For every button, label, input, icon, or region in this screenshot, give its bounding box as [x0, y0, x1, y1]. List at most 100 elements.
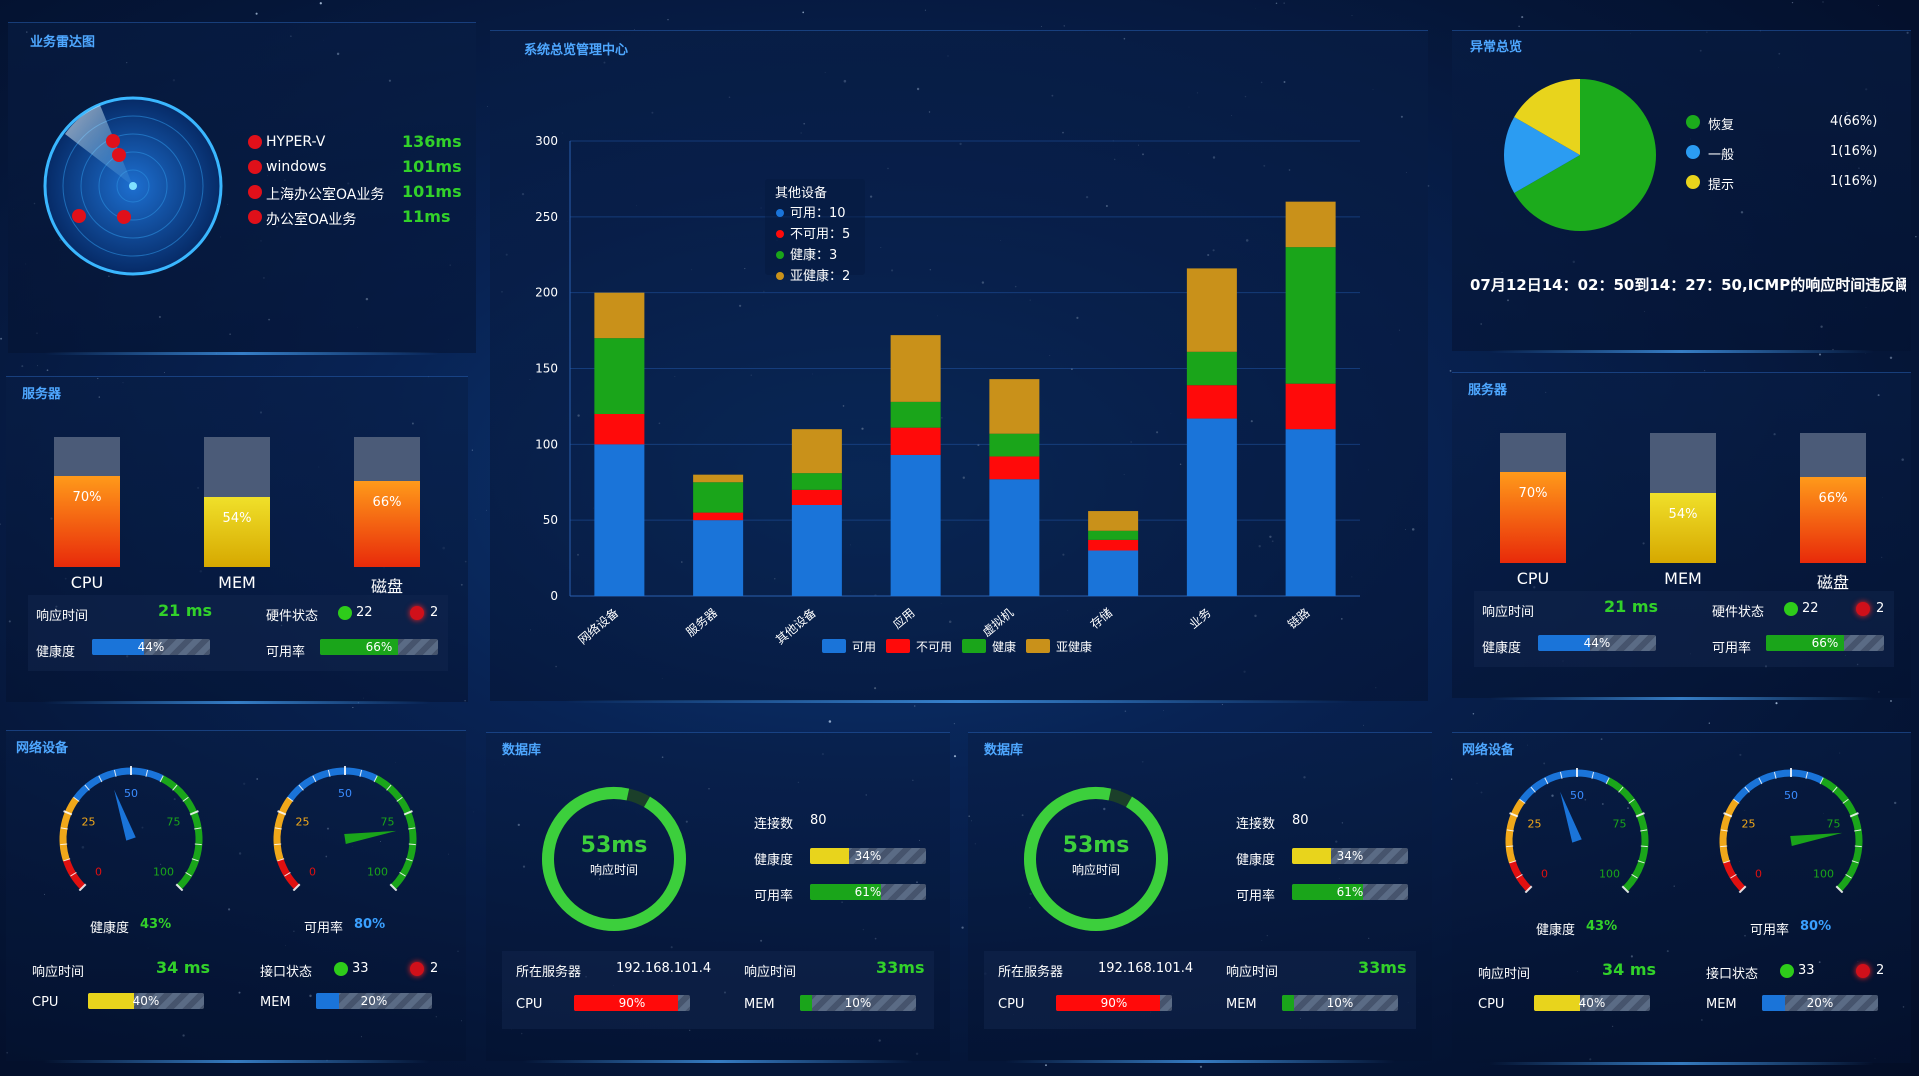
bar-segment[interactable] [1285, 247, 1336, 384]
bar-segment[interactable] [693, 520, 744, 596]
radar-item-value: 101ms [402, 157, 462, 176]
db-stats-box [984, 951, 1416, 1029]
mem-bar-text: 10% [844, 996, 872, 1010]
gauge-tick [408, 843, 416, 846]
mem-bar-fill [1762, 995, 1786, 1011]
gauge-tick [60, 843, 68, 846]
bar-segment[interactable] [693, 482, 744, 513]
legend-label[interactable]: 不可用 [916, 640, 952, 654]
server-label: 所在服务器 [516, 965, 582, 980]
availability-label: 可用率 [754, 889, 794, 904]
x-tick-label: 网络设备 [575, 605, 621, 647]
pie-slice[interactable] [1504, 117, 1580, 193]
x-tick-label: 业务 [1186, 605, 1214, 632]
legend-label[interactable]: 健康 [992, 639, 1016, 654]
bar-segment[interactable] [989, 379, 1040, 434]
bar-segment[interactable] [791, 505, 842, 596]
gauge-scale-label: 100 [1813, 868, 1834, 881]
bar-segment[interactable] [791, 489, 842, 505]
hardware-ok-count: 22 [356, 605, 373, 620]
bar-segment[interactable] [594, 292, 645, 339]
availability-bar-fill [810, 884, 881, 900]
star [1351, 15, 1353, 17]
gauge-tick [1720, 829, 1728, 832]
mem-bar-fill [1282, 995, 1294, 1011]
radar-item-name: 上海办公室OA业务 [266, 187, 385, 203]
bar-segment[interactable] [693, 474, 744, 483]
bar-segment[interactable] [594, 414, 645, 445]
radar-panel: 业务雷达图 HYPER-V 136ms windows 101ms 上海办公室OA业务 1… [8, 22, 476, 355]
pie-slice[interactable] [1514, 79, 1656, 231]
cpu-bar-fill [1534, 995, 1581, 1011]
pie-slice[interactable] [1514, 79, 1580, 155]
bar-segment[interactable] [594, 444, 645, 596]
availability-label: 可用率 [1236, 889, 1276, 904]
star [0, 523, 1, 525]
health-bar: 34% [810, 848, 926, 864]
radar-item-name: 办公室OA业务 [266, 212, 357, 228]
bar-segment[interactable] [693, 512, 744, 521]
bar-segment[interactable] [1088, 550, 1139, 597]
bar-segment[interactable] [1088, 530, 1139, 540]
status-ok-dot [1784, 602, 1798, 616]
response-time-value: 33ms [1358, 958, 1407, 977]
radar-item-value: 11ms [402, 207, 451, 226]
bar-segment[interactable] [890, 454, 941, 596]
bar-segment[interactable] [791, 429, 842, 474]
bar-segment[interactable] [890, 335, 941, 402]
legend-swatch[interactable] [1026, 639, 1050, 653]
bar-segment[interactable] [1088, 539, 1139, 551]
gauge-scale-label: 75 [1826, 817, 1840, 830]
bar-segment[interactable] [989, 479, 1040, 596]
cpu-bar-text: 90% [618, 996, 646, 1010]
server-stats-box [1474, 591, 1894, 667]
cpu-bar-text: 90% [1100, 996, 1128, 1010]
bar-segment[interactable] [890, 427, 941, 455]
legend-label[interactable]: 亚健康 [1056, 639, 1092, 654]
star [953, 723, 955, 725]
gauge-tick [185, 872, 192, 877]
tank-percent: 66% [372, 495, 402, 510]
hardware-status-label: 硬件状态 [1712, 605, 1765, 620]
health-bar-text: 34% [1336, 849, 1364, 863]
bar-segment[interactable] [1186, 418, 1237, 596]
mem-bar-fill [316, 993, 340, 1009]
bar-segment[interactable] [1186, 385, 1237, 419]
x-tick-label: 链路 [1285, 605, 1313, 632]
bar-segment[interactable] [1088, 511, 1139, 531]
bar-segment[interactable] [1186, 268, 1237, 352]
gauge-tick [1618, 786, 1624, 793]
cpu-bar: 40% [88, 993, 204, 1009]
bar-segment[interactable] [791, 473, 842, 490]
tank-percent: 66% [1818, 491, 1848, 506]
gauge-tick [1637, 860, 1645, 864]
legend-swatch[interactable] [886, 639, 910, 653]
legend-swatch[interactable] [822, 639, 846, 653]
gauge-tick [1842, 798, 1849, 804]
bar-segment[interactable] [1285, 429, 1336, 596]
legend-label[interactable]: 可用 [852, 640, 876, 654]
gauge-needle [114, 789, 136, 841]
gauge-tick [1621, 885, 1630, 893]
mem-label: MEM [1706, 997, 1737, 1012]
tank-liquid [1800, 477, 1866, 563]
status-ok-dot [338, 606, 352, 620]
mem-bar: 20% [1762, 995, 1878, 1011]
bar-segment[interactable] [890, 401, 941, 428]
tank-liquid [1650, 493, 1716, 563]
mem-bar-text: 20% [360, 994, 388, 1008]
bar-segment[interactable] [989, 433, 1040, 457]
availability-bar-text: 61% [1336, 885, 1364, 899]
mem-bar-fill [800, 995, 812, 1011]
legend-swatch[interactable] [962, 639, 986, 653]
star [1063, 25, 1065, 27]
bar-segment[interactable] [594, 338, 645, 414]
gauge-scale-label: 50 [124, 787, 138, 800]
bar-segment[interactable] [1285, 383, 1336, 430]
availability-bar: 66% [1766, 635, 1884, 651]
gauge-tick [194, 827, 202, 830]
bar-segment[interactable] [989, 456, 1040, 480]
bar-segment[interactable] [1186, 351, 1237, 386]
bar-segment[interactable] [1285, 201, 1336, 248]
tank-liquid [354, 481, 420, 567]
